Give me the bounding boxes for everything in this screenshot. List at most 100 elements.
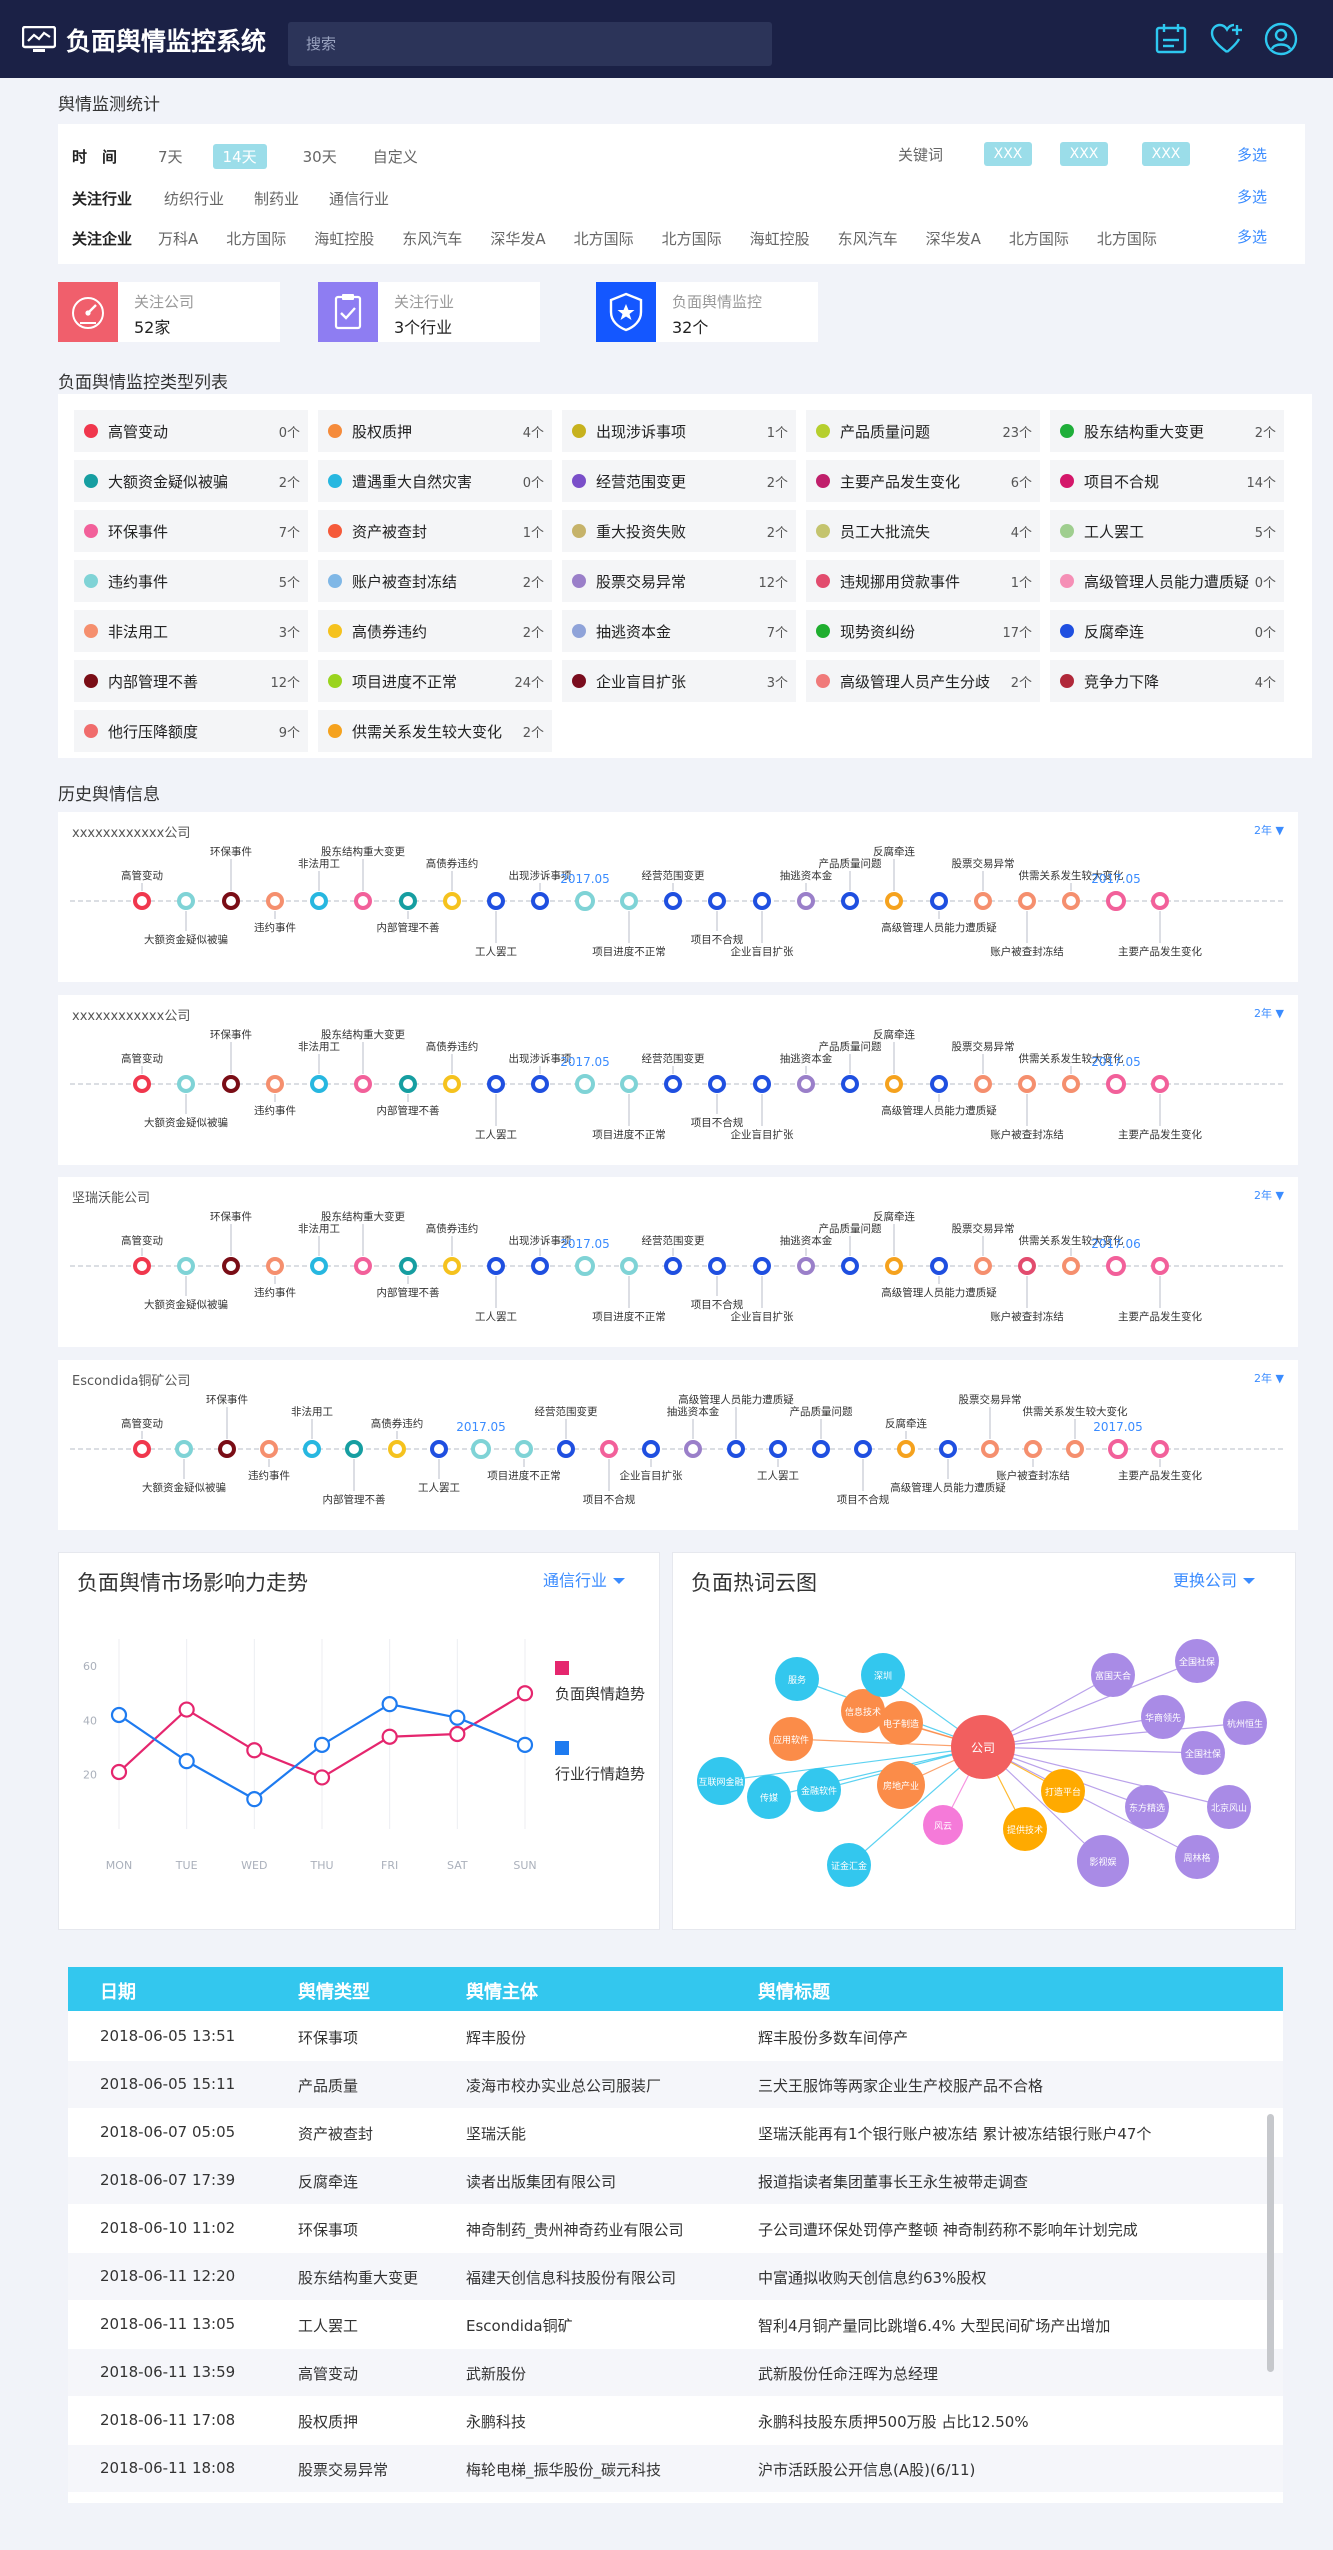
timeline-event-dot[interactable] (303, 1440, 321, 1458)
word-cloud-node[interactable] (1091, 1653, 1135, 1697)
timeline-event-dot[interactable] (1062, 1075, 1080, 1093)
timeline-event-dot[interactable] (399, 892, 417, 910)
company-option[interactable]: 北方国际 (573, 229, 634, 248)
keyword-tag[interactable]: XXX (984, 142, 1032, 166)
timeline-event-dot[interactable] (897, 1440, 915, 1458)
timeline-event-dot[interactable] (471, 1439, 491, 1459)
timeline-event-dot[interactable] (664, 892, 682, 910)
timeline-event-dot[interactable] (841, 1075, 859, 1093)
timeline-event-dot[interactable] (575, 891, 595, 911)
timeline-event-dot[interactable] (684, 1440, 702, 1458)
timeline-event-dot[interactable] (974, 1075, 992, 1093)
type-item[interactable]: 出现涉诉事项 1个 (562, 410, 796, 452)
timeline-event-dot[interactable] (1062, 892, 1080, 910)
timeline-event-dot[interactable] (885, 1257, 903, 1275)
timeline-event-dot[interactable] (1066, 1440, 1084, 1458)
type-item[interactable]: 主要产品发生变化 6个 (806, 460, 1040, 502)
industry-option[interactable]: 通信行业 (329, 189, 390, 208)
table-row[interactable]: 2018-06-05 13:51 环保事项 辉丰股份 辉丰股份多数车间停产 (68, 2013, 1283, 2060)
company-option[interactable]: 万科A (158, 229, 199, 248)
timeline-event-dot[interactable] (664, 1075, 682, 1093)
type-item[interactable]: 大额资金疑似被骗 2个 (74, 460, 308, 502)
timeline-event-dot[interactable] (620, 1075, 638, 1093)
timeline-event-dot[interactable] (266, 1075, 284, 1093)
word-cloud-node[interactable] (775, 1657, 819, 1701)
company-option[interactable]: 东风汽车 (402, 229, 463, 248)
word-cloud-node[interactable] (1077, 1835, 1129, 1887)
timeline-event-dot[interactable] (399, 1257, 417, 1275)
timeline-event-dot[interactable] (218, 1440, 236, 1458)
timeline-event-dot[interactable] (1151, 1440, 1169, 1458)
timeline-event-dot[interactable] (797, 1257, 815, 1275)
timeline-range-select[interactable]: 2年 ▼ (1254, 1189, 1284, 1202)
timeline-event-dot[interactable] (260, 1440, 278, 1458)
table-row[interactable]: 2018-06-11 18:08 股票交易异常 梅轮电梯_振华股份_碳元科技 沪市活跃… (68, 2445, 1283, 2492)
table-row[interactable]: 2018-06-11 13:59 高管变动 武新股份 武新股份任命汪晖为总经理 (68, 2349, 1283, 2396)
timeline-event-dot[interactable] (620, 892, 638, 910)
timeline-event-dot[interactable] (1106, 1256, 1126, 1276)
timeline-event-dot[interactable] (430, 1440, 448, 1458)
timeline-event-dot[interactable] (1108, 1439, 1128, 1459)
timeline-event-dot[interactable] (531, 1257, 549, 1275)
chart-data-point[interactable] (178, 1753, 195, 1770)
timeline-event-dot[interactable] (854, 1440, 872, 1458)
time-option-14d[interactable]: 14天 (212, 143, 267, 169)
calendar-icon[interactable] (1154, 22, 1188, 56)
word-cloud-node[interactable] (697, 1757, 745, 1805)
timeline-range-select[interactable]: 2年 ▼ (1254, 824, 1284, 837)
timeline-event-dot[interactable] (310, 892, 328, 910)
word-cloud-node[interactable] (879, 1701, 923, 1745)
keyword-tag[interactable]: XXX (1142, 142, 1190, 166)
timeline-event-dot[interactable] (797, 1075, 815, 1093)
timeline-event-dot[interactable] (133, 1075, 151, 1093)
change-company-select[interactable]: 更换公司 (1173, 1567, 1256, 1591)
word-cloud-node[interactable] (1141, 1695, 1185, 1739)
type-item[interactable]: 工人罢工 5个 (1050, 510, 1284, 552)
timeline-event-dot[interactable] (487, 892, 505, 910)
industry-multi-select[interactable]: 多选 (1236, 188, 1267, 206)
timeline-event-dot[interactable] (885, 892, 903, 910)
timeline-event-dot[interactable] (388, 1440, 406, 1458)
table-row[interactable]: 2018-06-07 17:39 反腐牵连 读者出版集团有限公司 报道指读者集团董事长… (68, 2157, 1283, 2204)
timeline-event-dot[interactable] (981, 1440, 999, 1458)
chart-data-point[interactable] (381, 1696, 398, 1713)
company-option[interactable]: 北方国际 (661, 229, 722, 248)
type-item[interactable]: 抽逃资本金 7个 (562, 610, 796, 652)
type-item[interactable]: 环保事件 7个 (74, 510, 308, 552)
timeline-event-dot[interactable] (266, 892, 284, 910)
timeline-event-dot[interactable] (812, 1440, 830, 1458)
timeline-event-dot[interactable] (354, 1257, 372, 1275)
word-cloud-node[interactable] (1125, 1785, 1169, 1829)
timeline-event-dot[interactable] (354, 1075, 372, 1093)
type-item[interactable]: 供需关系发生较大变化 2个 (318, 710, 552, 752)
table-scrollbar[interactable] (1267, 2114, 1274, 2372)
timeline-event-dot[interactable] (487, 1075, 505, 1093)
type-item[interactable]: 违约事件 5个 (74, 560, 308, 602)
chart-data-point[interactable] (246, 1791, 263, 1808)
chart-data-point[interactable] (313, 1769, 331, 1786)
timeline-event-dot[interactable] (753, 1257, 771, 1275)
timeline-event-dot[interactable] (1062, 1257, 1080, 1275)
type-item[interactable]: 员工大批流失 4个 (806, 510, 1040, 552)
type-item[interactable]: 经营范围变更 2个 (562, 460, 796, 502)
company-option[interactable]: 北方国际 (1096, 229, 1157, 248)
timeline-event-dot[interactable] (133, 1257, 151, 1275)
company-option[interactable]: 北方国际 (1008, 229, 1069, 248)
word-cloud-node[interactable] (1175, 1639, 1219, 1683)
timeline-event-dot[interactable] (531, 892, 549, 910)
type-item[interactable]: 高级管理人员产生分歧 2个 (806, 660, 1040, 702)
timeline-event-dot[interactable] (708, 1075, 726, 1093)
timeline-event-dot[interactable] (515, 1440, 533, 1458)
timeline-event-dot[interactable] (310, 1075, 328, 1093)
timeline-event-dot[interactable] (222, 892, 240, 910)
company-option[interactable]: 北方国际 (226, 229, 287, 248)
type-item[interactable]: 反腐牵连 0个 (1050, 610, 1284, 652)
timeline-event-dot[interactable] (642, 1440, 660, 1458)
table-row[interactable]: 2018-06-10 11:02 环保事项 神奇制药_贵州神奇药业有限公司 子公司遭环… (68, 2205, 1283, 2252)
timeline-event-dot[interactable] (600, 1440, 618, 1458)
timeline-event-dot[interactable] (1151, 1257, 1169, 1275)
timeline-event-dot[interactable] (266, 1257, 284, 1275)
user-icon[interactable] (1264, 22, 1298, 56)
timeline-event-dot[interactable] (930, 1075, 948, 1093)
word-cloud-node[interactable] (1181, 1731, 1225, 1775)
